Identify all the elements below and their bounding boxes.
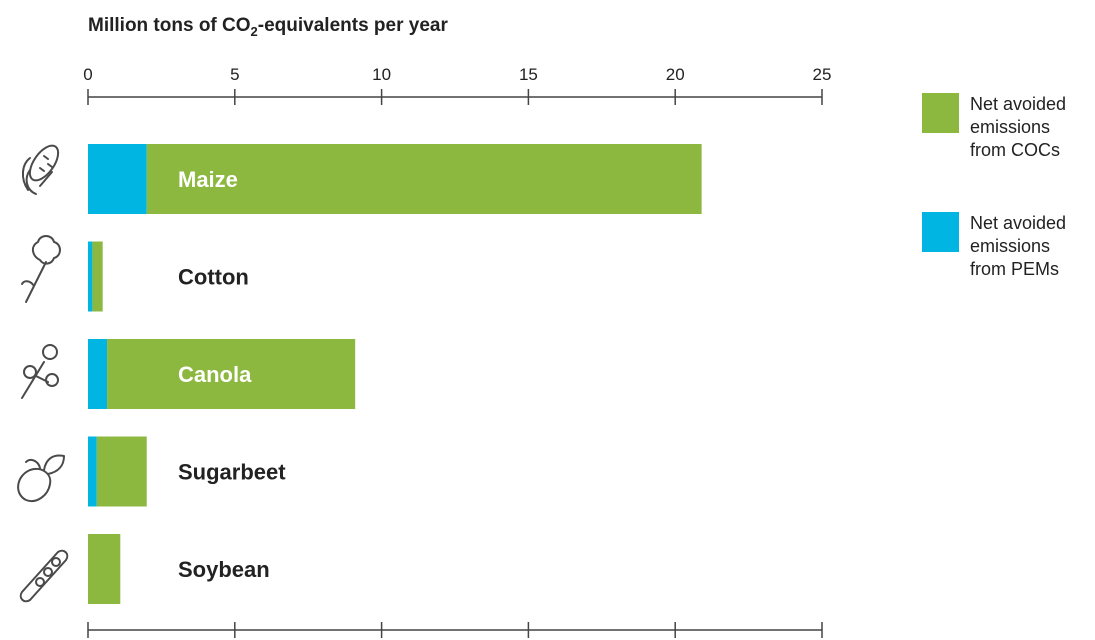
bar-segment-maize-cocs — [146, 144, 702, 214]
bar-segment-maize-pems — [88, 144, 147, 214]
legend-label: Net avoided emissions from COCs — [970, 94, 1066, 160]
bar-segment-sugarbeet-cocs — [96, 436, 147, 507]
bottom-axis — [87, 622, 823, 638]
chart-title-subscript: 2 — [251, 24, 258, 39]
sugarbeet-icon — [17, 454, 65, 502]
category-label-sugarbeet: Sugarbeet — [178, 460, 286, 485]
category-label-canola: Canola — [178, 362, 252, 387]
category-icons — [17, 144, 69, 603]
bar-segment-canola-cocs — [107, 339, 356, 409]
chart-title-part-main: Million tons of CO — [88, 15, 251, 36]
top-axis: 0 5 10 15 20 25 — [83, 65, 831, 105]
category-label-soybean: Soybean — [178, 557, 270, 582]
legend: Net avoided emissions from COCs Net avoided… — [922, 93, 1066, 279]
legend-label: Net avoided emissions from PEMs — [970, 213, 1066, 279]
bar-segment-canola-pems — [88, 339, 108, 409]
x-tick-label: 15 — [519, 65, 538, 84]
chart-title-part-rest: -equivalents per year — [258, 15, 449, 36]
chart-title: Million tons of CO2-equivalents per year — [88, 15, 448, 39]
legend-swatch — [922, 212, 959, 252]
legend-swatch — [922, 93, 959, 133]
bar-segment-cotton-cocs — [92, 241, 103, 312]
canola-icon — [21, 344, 59, 399]
bars — [88, 144, 702, 604]
category-label-cotton: Cotton — [178, 265, 249, 290]
cotton-icon — [21, 235, 61, 303]
soybean-icon — [19, 549, 69, 603]
bar-segment-sugarbeet-pems — [88, 436, 97, 507]
x-tick-label: 20 — [666, 65, 685, 84]
category-label-maize: Maize — [178, 167, 238, 192]
bar-segment-soybean-cocs — [88, 534, 121, 604]
x-tick-label: 10 — [372, 65, 391, 84]
x-tick-label: 5 — [230, 65, 239, 84]
category-labels: Maize Cotton Canola Sugarbeet Soybean — [178, 167, 286, 582]
corn-icon — [22, 144, 60, 195]
bar-segment-cotton-pems — [88, 241, 93, 312]
x-tick-label: 25 — [813, 65, 832, 84]
x-tick-label: 0 — [83, 65, 92, 84]
